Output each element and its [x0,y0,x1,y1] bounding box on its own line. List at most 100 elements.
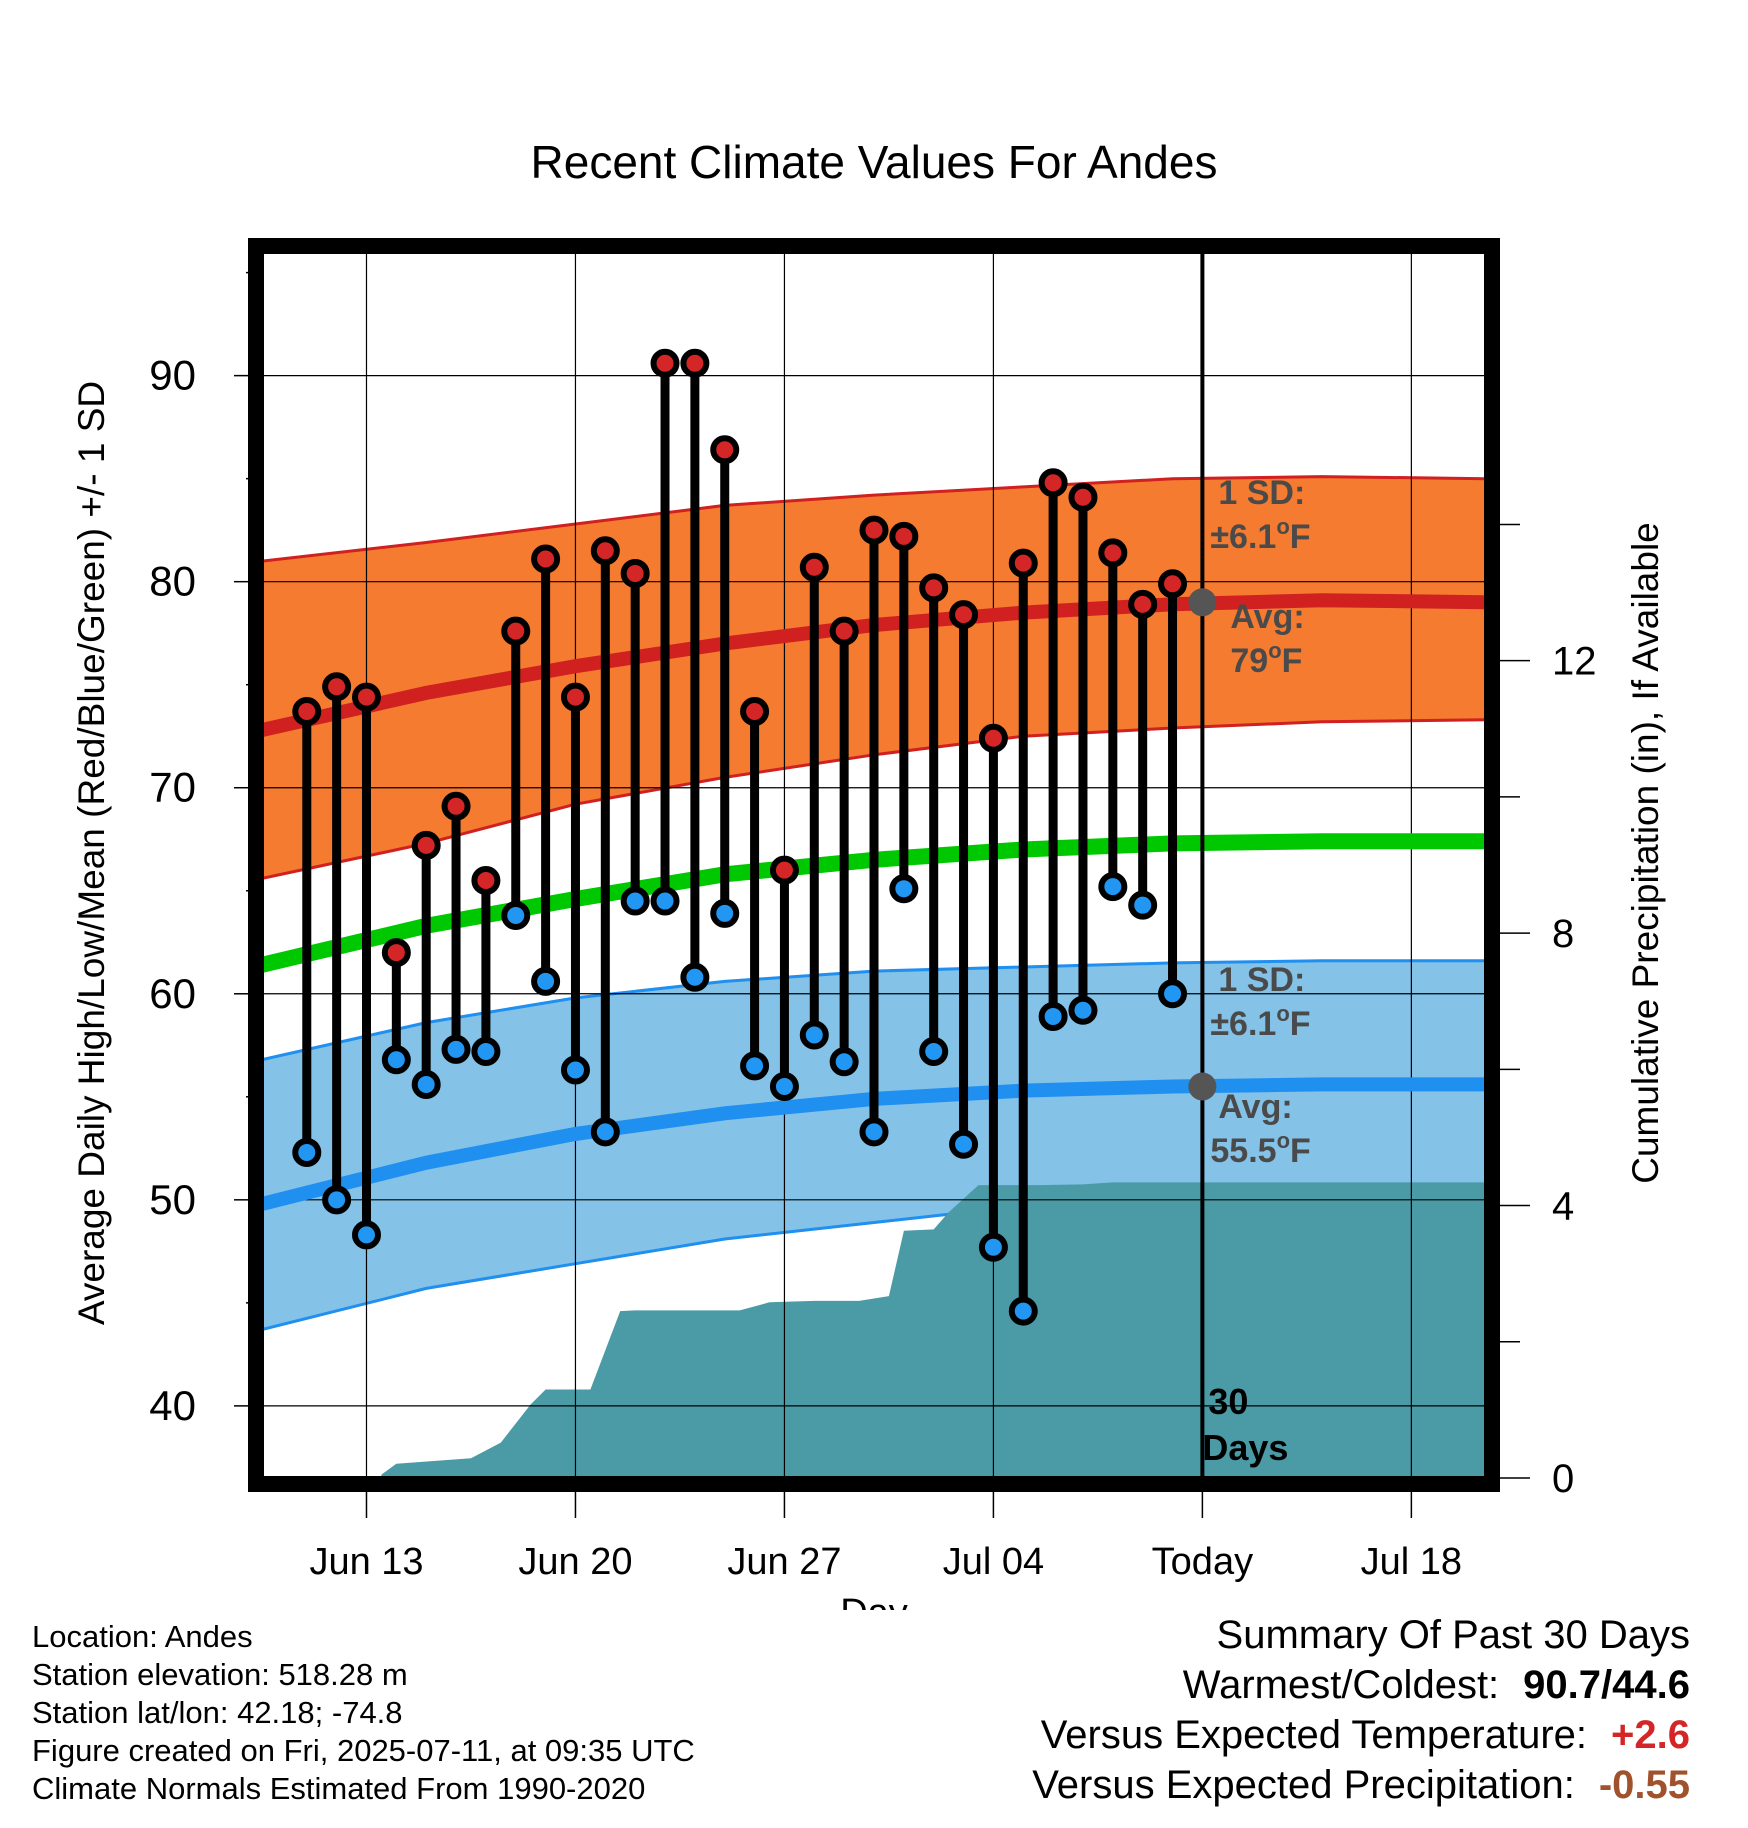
y-tick-label: 60 [149,970,196,1017]
x-tick-label: Jun 13 [309,1541,423,1583]
low-temp-dot [829,1047,859,1077]
high-temp-dot [1038,468,1068,498]
precip-label: Versus Expected Precipitation: [1032,1763,1575,1807]
high-temp-dot [322,672,352,702]
today-low-normal-marker [1188,1072,1217,1101]
days-word-label: Days [1202,1427,1288,1468]
y-tick-label: 80 [149,558,196,605]
high-temp-dot [829,616,859,646]
low-temp-dot [710,898,740,928]
y2-tick-label: 8 [1552,912,1574,956]
high-temp-dot [949,600,979,630]
low-avg-value: 55.5oF [1210,1128,1310,1170]
summary-warm-cold: Warmest/Coldest: 90.7/44.6 [1032,1660,1690,1710]
x-tick-label: Jul 04 [943,1541,1044,1583]
summary-panel: Summary Of Past 30 Days Warmest/Coldest:… [1032,1610,1690,1810]
days-count-label: 30 [1208,1381,1248,1422]
x-tick-label: Jun 20 [518,1541,632,1583]
high-avg-value: 79oF [1230,638,1302,680]
x-tick-label: Jun 27 [727,1541,841,1583]
low-temp-dot [978,1232,1008,1262]
y2-axis-label: Cumulative Precipitation (in), If Availa… [1625,522,1666,1184]
high-temp-dot [740,696,770,726]
y-tick-label: 90 [149,352,196,399]
precipitation-area [381,1182,1486,1478]
low-temp-dot [381,1045,411,1075]
low-temp-dot [531,966,561,996]
high-temp-dot [859,515,889,545]
low-temp-dot [1008,1296,1038,1326]
high-temp-dot [1008,548,1038,578]
y-tick-label: 40 [149,1382,196,1429]
y-tick-label: 70 [149,764,196,811]
low-temp-dot [949,1129,979,1159]
low-temp-dot [889,874,919,904]
high-temp-dot [919,573,949,603]
low-temp-dot [1128,890,1158,920]
high-avg-label: Avg: [1230,598,1304,636]
high-temp-dot [531,544,561,574]
low-temp-dot [1068,995,1098,1025]
low-temp-dot [292,1137,322,1167]
low-temp-dot [769,1072,799,1102]
high-temp-dot [769,855,799,885]
location-text: Location: Andes [32,1619,253,1654]
high-temp-dot [1068,482,1098,512]
y-tick-label: 50 [149,1176,196,1223]
elevation-text: Station elevation: 518.28 m [32,1657,408,1692]
high-temp-dot [381,938,411,968]
high-temp-dot [590,536,620,566]
high-temp-dot [889,521,919,551]
summary-title: Summary Of Past 30 Days [1216,1613,1690,1657]
high-sd-label: 1 SD: [1218,474,1305,512]
low-temp-dot [859,1117,889,1147]
temp-label: Versus Expected Temperature: [1040,1713,1588,1757]
high-temp-dot [710,435,740,465]
high-temp-dot [650,348,680,378]
high-temp-dot [411,830,441,860]
high-temp-dot [620,558,650,588]
low-temp-dot [1038,1001,1068,1031]
low-temp-dot [501,900,531,930]
low-temp-dot [411,1069,441,1099]
high-temp-dot [799,552,829,582]
high-sd-value: ±6.1oF [1210,514,1310,556]
high-sd-upper-line [262,475,1486,563]
high-temp-dot [292,696,322,726]
precip-value: -0.55 [1598,1763,1690,1807]
low-temp-dot [919,1036,949,1066]
high-temp-dot [501,616,531,646]
high-temp-dot [978,723,1008,753]
low-temp-dot [560,1055,590,1085]
created-text: Figure created on Fri, 2025-07-11, at 09… [32,1733,695,1768]
low-temp-dot [1158,979,1188,1009]
low-temp-dot [650,886,680,916]
chart-title: Recent Climate Values For Andes [531,136,1218,188]
low-temp-dot [351,1220,381,1250]
low-temp-dot [680,962,710,992]
warm-cold-value: 90.7/44.6 [1523,1663,1690,1707]
low-sd-label: 1 SD: [1218,961,1305,999]
plot-frame [248,238,1500,1492]
high-temp-dot [680,348,710,378]
x-axis-label: Day [840,1592,908,1610]
high-temp-dot [1098,538,1128,568]
normals-text: Climate Normals Estimated From 1990-2020 [32,1771,646,1806]
today-high-normal-marker [1188,588,1217,617]
climate-chart: Recent Climate Values For Andes 1 SD:±6.… [71,136,1666,1610]
low-avg-label: Avg: [1218,1088,1292,1126]
low-temp-dot [799,1020,829,1050]
low-temp-dot [1098,872,1128,902]
y-axis-label: Average Daily High/Low/Mean (Red/Blue/Gr… [71,381,112,1325]
summary-temp: Versus Expected Temperature: +2.6 [1032,1710,1690,1760]
summary-precip: Versus Expected Precipitation: -0.55 [1032,1760,1690,1810]
low-temp-dot [620,886,650,916]
high-temp-dot [560,682,590,712]
temp-value: +2.6 [1611,1713,1690,1757]
y2-tick-label: 12 [1552,640,1597,684]
x-tick-label: Today [1152,1541,1253,1583]
high-temp-dot [1128,589,1158,619]
high-temp-dot [1158,569,1188,599]
